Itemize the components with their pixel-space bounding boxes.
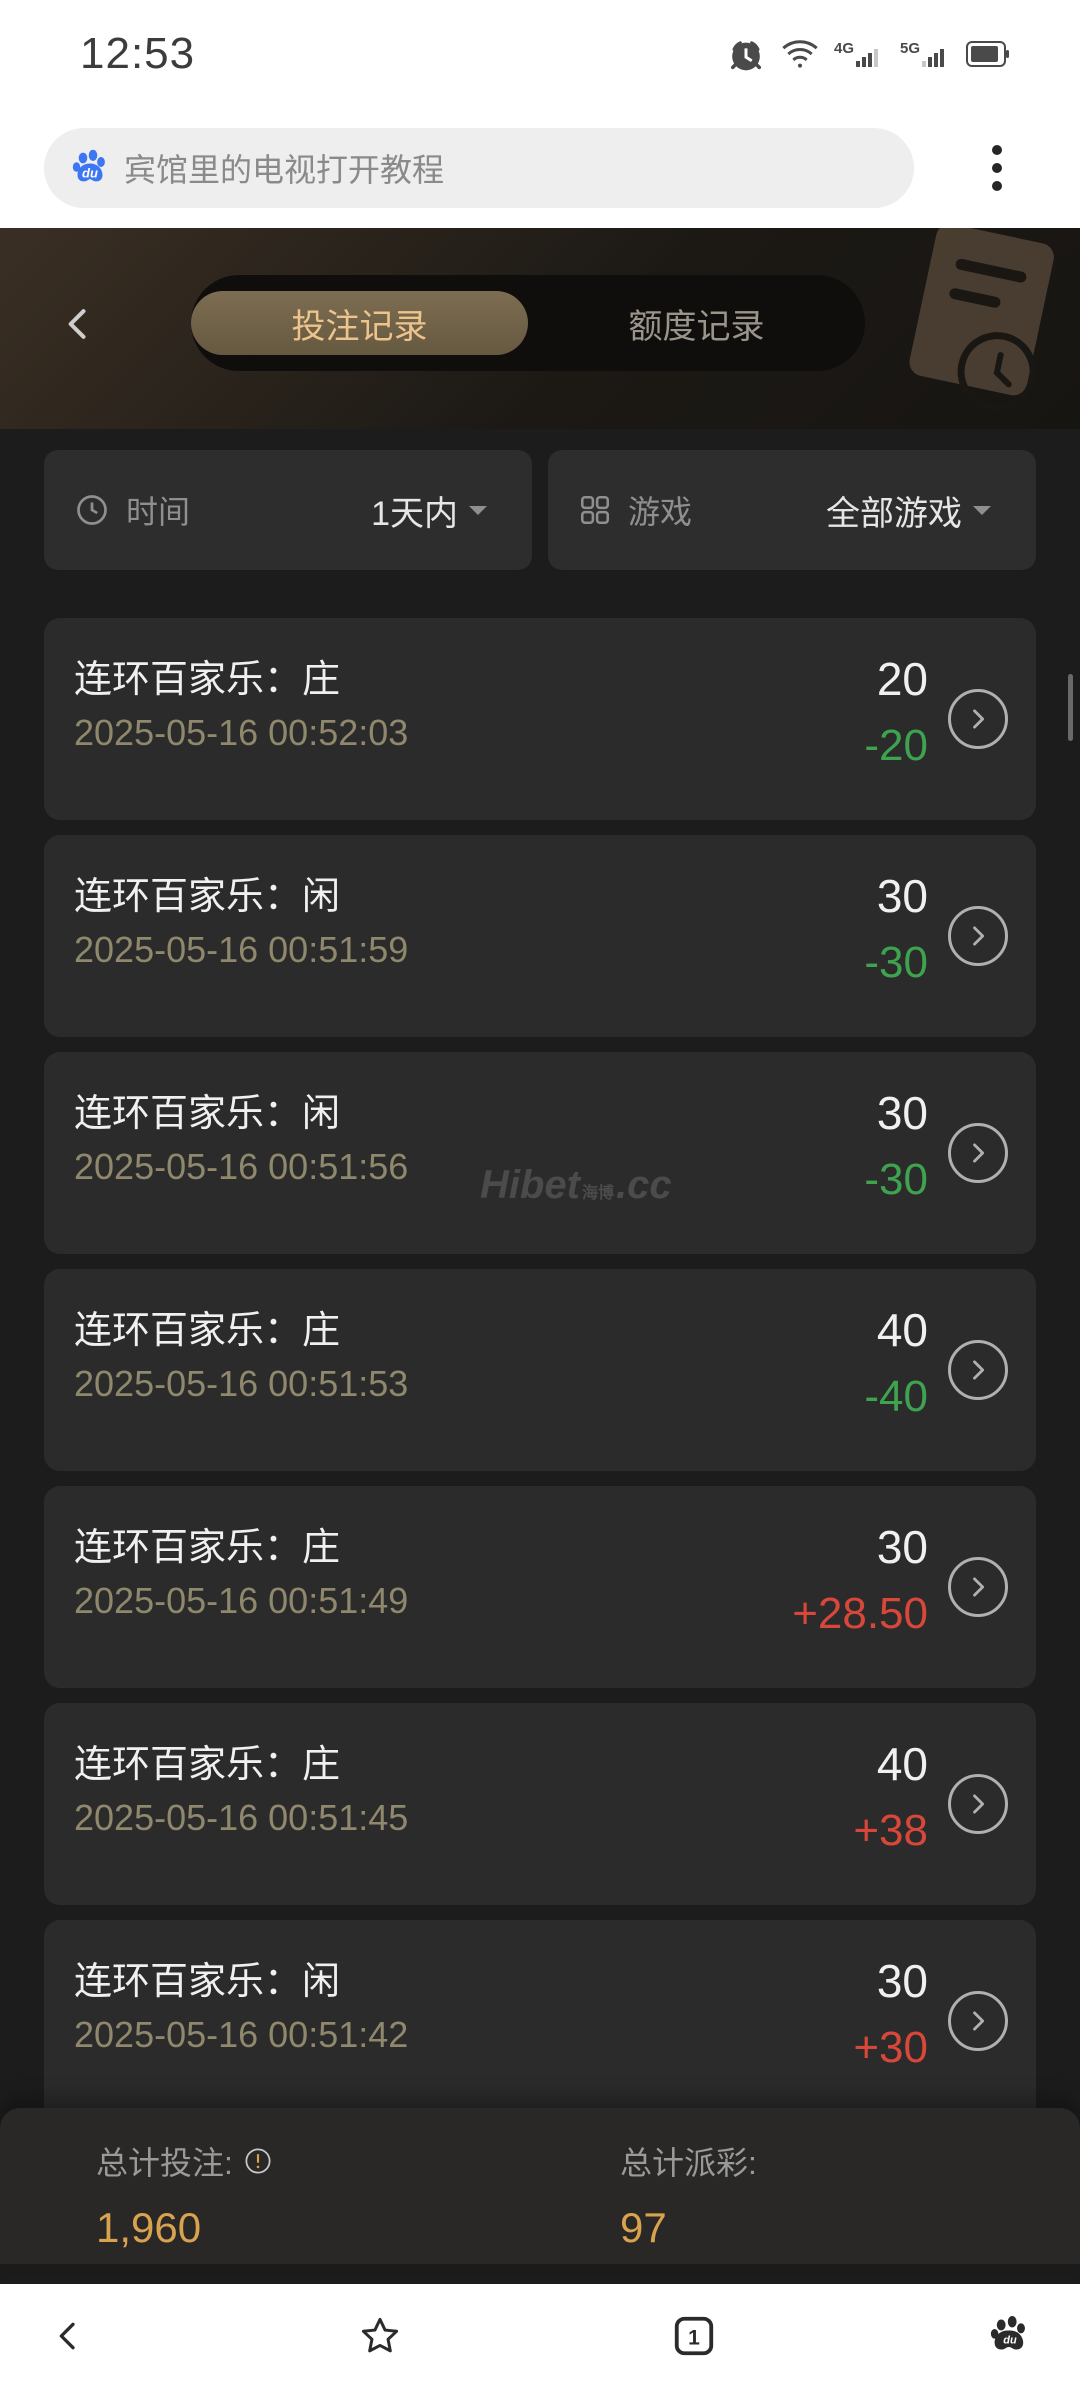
- svg-text:1: 1: [688, 2327, 700, 2350]
- svg-text:du: du: [82, 166, 98, 181]
- svg-text:4G: 4G: [834, 40, 854, 57]
- svg-text:5G: 5G: [900, 40, 920, 57]
- svg-text:du: du: [1003, 2335, 1017, 2347]
